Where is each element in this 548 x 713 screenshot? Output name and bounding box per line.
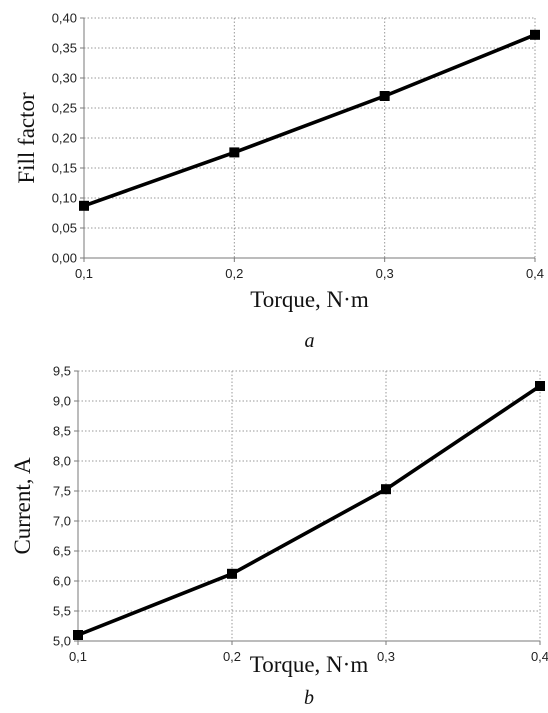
y-tick-label: 0,25 <box>52 101 77 116</box>
data-point <box>530 29 540 40</box>
chart-b: 5,0 5,5 6,0 6,5 7,0 7,5 8,0 8,5 9,0 9,5 0,1 0,2 0,3 0… <box>10 364 548 710</box>
y-tick-label: 0,00 <box>52 251 77 266</box>
data-point <box>73 630 83 640</box>
x-tick-label: 0,4 <box>526 266 544 281</box>
x-tick-label: 0,4 <box>531 649 548 664</box>
y-tick-label: 6,0 <box>53 574 71 589</box>
y-tick-label: 9,5 <box>53 364 71 379</box>
x-tick-label: 0,3 <box>377 649 395 664</box>
y-tick-label: 0,40 <box>52 11 77 26</box>
y-tick-label: 0,35 <box>52 41 77 56</box>
y-tick-label: 5,5 <box>53 604 71 619</box>
y-tick-label: 0,20 <box>52 131 77 146</box>
y-tick-label: 0,30 <box>52 71 77 86</box>
y-tick-label: 0,10 <box>52 191 77 206</box>
y-tick-label: 6,5 <box>53 544 71 559</box>
y-axis-title: Fill factor <box>14 92 39 184</box>
y-tick-label: 0,05 <box>52 221 77 236</box>
series-line <box>77 384 542 637</box>
x-tick-label: 0,1 <box>75 266 93 281</box>
x-axis-title: Torque, N·m <box>250 652 369 677</box>
data-point <box>379 91 390 101</box>
y-axis-title: Current, A <box>10 457 35 554</box>
x-axis-title: Torque, N·m <box>250 287 369 312</box>
data-point <box>535 381 545 391</box>
data-point <box>227 568 237 579</box>
y-tick-label: 8,0 <box>53 454 71 469</box>
series-line <box>83 33 536 208</box>
panel-label: b <box>304 687 314 709</box>
y-tick-label: 7,0 <box>53 514 71 529</box>
data-point <box>381 484 391 495</box>
y-tick-label: 0,15 <box>52 161 77 176</box>
x-tick-label: 0,2 <box>223 649 241 664</box>
x-tick-label: 0,3 <box>376 266 394 281</box>
y-tick-label: 7,5 <box>53 484 71 499</box>
data-point <box>229 147 240 158</box>
x-tick-label: 0,2 <box>225 266 243 281</box>
data-point <box>79 200 89 211</box>
y-tick-label: 8,5 <box>53 424 71 439</box>
y-tick-label: 9,0 <box>53 394 71 409</box>
y-tick-label: 5,0 <box>53 634 71 649</box>
x-tick-label: 0,1 <box>69 649 87 664</box>
panel-label: a <box>305 330 315 352</box>
chart-a: 0,00 0,05 0,10 0,15 0,20 0,25 0,30 0,35 0,40 0,1 0… <box>14 11 544 353</box>
